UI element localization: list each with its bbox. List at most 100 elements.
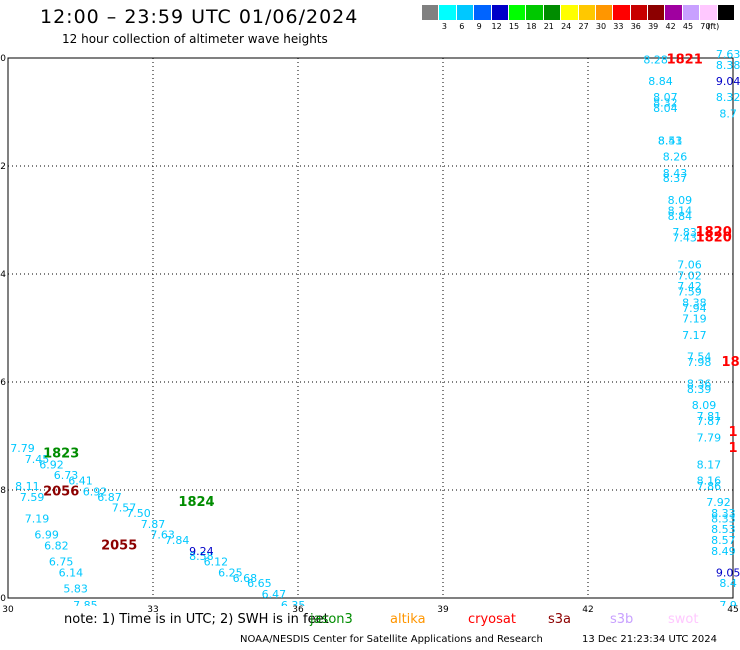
legend-swatch bbox=[508, 5, 527, 20]
wave-height-label: 7.79 bbox=[10, 442, 35, 455]
satellite-label-altika: altika bbox=[390, 612, 426, 627]
pass-time-label: 1823 bbox=[43, 447, 79, 462]
wave-height-label: 8.49 bbox=[711, 545, 736, 558]
plot-frame bbox=[7, 57, 734, 599]
wave-height-label: 8.33 bbox=[711, 507, 736, 520]
wave-height-label: 8.43 bbox=[663, 167, 688, 180]
wave-height-label: 7.87 bbox=[141, 518, 166, 531]
wave-height-label: 8.41 bbox=[658, 134, 683, 147]
x-tick-label: 30 bbox=[2, 605, 14, 612]
wave-height-label: 6.82 bbox=[44, 539, 69, 552]
wave-height-label: 9.24 bbox=[189, 545, 214, 558]
legend-label: 42 bbox=[665, 22, 676, 31]
wave-height-label: 6.87 bbox=[97, 491, 122, 504]
legend-label: 36 bbox=[630, 22, 641, 31]
wave-height-label: 7.17 bbox=[682, 329, 707, 342]
footer-note: note: 1) Time is in UTC; 2) SWH is in fe… bbox=[64, 612, 329, 627]
legend-swatch bbox=[613, 5, 631, 20]
wave-height-label: 7.63 bbox=[716, 48, 740, 61]
wave-height-label: 8.58 bbox=[189, 550, 214, 563]
wave-height-label: 6.14 bbox=[59, 566, 84, 579]
wave-height-label: 8.32 bbox=[653, 97, 678, 110]
wave-height-label: 7.92 bbox=[706, 496, 731, 509]
wave-height-label: 9.04 bbox=[716, 75, 740, 88]
wave-height-label: 8.17 bbox=[697, 458, 722, 471]
wave-height-label: 6.25 bbox=[218, 566, 243, 579]
pass-time-label: 2056 bbox=[43, 484, 79, 499]
wave-height-label: 7.06 bbox=[677, 259, 702, 272]
wave-height-label: 8.32 bbox=[716, 91, 740, 104]
y-tick-label: -52 bbox=[0, 162, 6, 172]
chart-subtitle: 12 hour collection of altimeter wave hei… bbox=[62, 32, 328, 46]
legend-swatch bbox=[491, 5, 509, 20]
pass-time-label: 1820 bbox=[696, 225, 732, 240]
wave-height-label: 6.41 bbox=[68, 475, 93, 488]
legend-label: 39 bbox=[648, 22, 659, 31]
wave-height-label: 8.53 bbox=[658, 134, 683, 147]
legend-swatch bbox=[561, 5, 579, 20]
y-tick-label: -58 bbox=[0, 486, 6, 496]
wave-height-label: 7.81 bbox=[697, 410, 722, 423]
legend-swatch bbox=[665, 5, 683, 20]
satellite-label-jason3: jason3 bbox=[310, 612, 353, 627]
footer-credit: NOAA/NESDIS Center for Satellite Applica… bbox=[240, 634, 543, 645]
wave-height-label: 6.99 bbox=[34, 529, 59, 542]
wave-height-label: 8.04 bbox=[653, 102, 678, 115]
pass-time-label: 1824 bbox=[178, 495, 214, 510]
color-legend: 3 6 9 12 15 18 21 24 27 30 33 36 39 42 45 70 (ft) bbox=[422, 5, 736, 34]
wave-height-label: 8.84 bbox=[668, 210, 693, 223]
legend-swatch bbox=[526, 5, 544, 20]
x-tick-label: 42 bbox=[582, 605, 593, 612]
pass-time-label: 18 bbox=[722, 355, 740, 370]
legend-label: 21 bbox=[543, 22, 554, 31]
legend-label: 45 bbox=[682, 22, 694, 31]
legend-label: 70 bbox=[700, 22, 711, 31]
legend-swatch bbox=[717, 5, 736, 20]
wave-height-label: 7.19 bbox=[682, 313, 707, 326]
wave-height-label: 7.94 bbox=[682, 302, 707, 315]
footer-timestamp: 13 Dec 21:23:34 UTC 2024 bbox=[582, 634, 717, 645]
pass-time-label: 1 bbox=[728, 441, 737, 456]
wave-height-label: 8.33 bbox=[711, 512, 736, 525]
legend-swatch bbox=[630, 5, 649, 20]
satellite-label-s3b: s3b bbox=[610, 612, 634, 627]
wave-height-label: 7.50 bbox=[126, 507, 151, 520]
wave-height-label: 7.59 bbox=[20, 491, 45, 504]
wave-height-label: 6.47 bbox=[262, 588, 287, 601]
legend-labels: 3 6 9 12 15 18 21 24 27 30 33 36 39 42 45 70 (ft) bbox=[422, 22, 735, 34]
legend-label: 18 bbox=[526, 22, 537, 31]
pass-time-label: 1820 bbox=[696, 231, 732, 246]
legend-label: 33 bbox=[613, 22, 624, 31]
wave-height-label: 7.79 bbox=[697, 431, 722, 444]
satellite-label-swot: swot bbox=[668, 612, 699, 627]
wave-height-label: 8.36 bbox=[687, 377, 712, 390]
legend-swatch bbox=[456, 5, 475, 20]
chart-title: 12:00 – 23:59 UTC 01/06/2024 bbox=[40, 6, 359, 28]
y-tick-label: -60 bbox=[0, 594, 6, 604]
wave-height-label: 7.83 bbox=[672, 226, 697, 239]
legend-swatch bbox=[474, 5, 492, 20]
x-tick-label: 45 bbox=[727, 605, 738, 612]
wave-height-label: 8.37 bbox=[663, 172, 688, 185]
wave-height-label: 6.92 bbox=[39, 458, 64, 471]
legend-swatch bbox=[543, 5, 562, 20]
wave-height-label: 6.65 bbox=[247, 577, 272, 590]
y-tick-label: -50 bbox=[0, 54, 6, 64]
satellite-label-s3a: s3a bbox=[548, 612, 572, 627]
legend-swatch bbox=[648, 5, 666, 20]
legend-label: 3 bbox=[441, 22, 447, 31]
wave-height-label: 8.07 bbox=[653, 91, 678, 104]
legend-label: 6 bbox=[459, 22, 465, 31]
chart-plot: 303336394245-50-52-54-56-58-607.797.456.… bbox=[0, 48, 740, 612]
legend-swatch bbox=[682, 5, 701, 20]
wave-height-label: 8.09 bbox=[692, 399, 717, 412]
legend-label: 15 bbox=[508, 22, 520, 31]
wave-height-label: 8.57 bbox=[711, 534, 736, 547]
wave-height-label: 7.98 bbox=[687, 356, 712, 369]
wave-height-label: 7.02 bbox=[677, 269, 702, 282]
wave-height-label: 7.43 bbox=[672, 232, 697, 245]
wave-height-label: 7.57 bbox=[112, 502, 137, 515]
satellite-label-cryosat: cryosat bbox=[468, 612, 516, 627]
pass-time-label: 1821 bbox=[667, 52, 703, 67]
wave-height-label: 6.12 bbox=[204, 556, 229, 569]
